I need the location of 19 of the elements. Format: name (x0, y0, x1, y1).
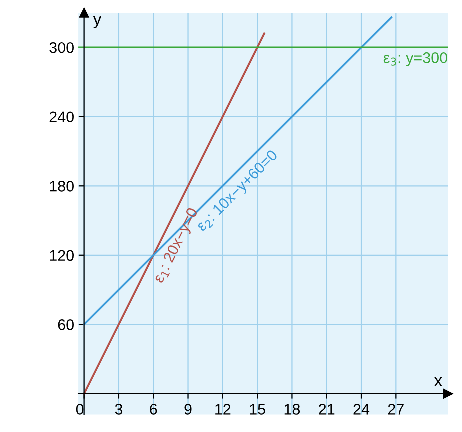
x-tick-label: 12 (216, 404, 231, 415)
x-axis-title: x (434, 378, 442, 386)
x-tick-label: 18 (284, 404, 300, 415)
y-tick-label: 120 (50, 250, 74, 262)
x-tick-label: 6 (150, 404, 158, 415)
y-axis-title: y (93, 16, 102, 28)
x-tick-label: 21 (319, 404, 335, 415)
y-tick-label: 300 (50, 42, 74, 54)
x-tick-label: 9 (184, 404, 192, 415)
y-tick-label: 60 (58, 320, 74, 330)
text: ε$_{2}$: 10x−y+60=0 (196, 149, 280, 234)
x-tick-label: 3 (115, 404, 123, 415)
y-tick-label: 180 (50, 181, 74, 192)
y-tick-label: 240 (50, 112, 74, 123)
x-tick-label: 24 (354, 404, 370, 415)
x-tick-label: 27 (388, 404, 404, 415)
x-tick-label: 0 (76, 404, 84, 415)
ref-line-label: ε$_{3}$: y=300 (384, 52, 448, 66)
x-tick-label: 15 (250, 404, 266, 415)
